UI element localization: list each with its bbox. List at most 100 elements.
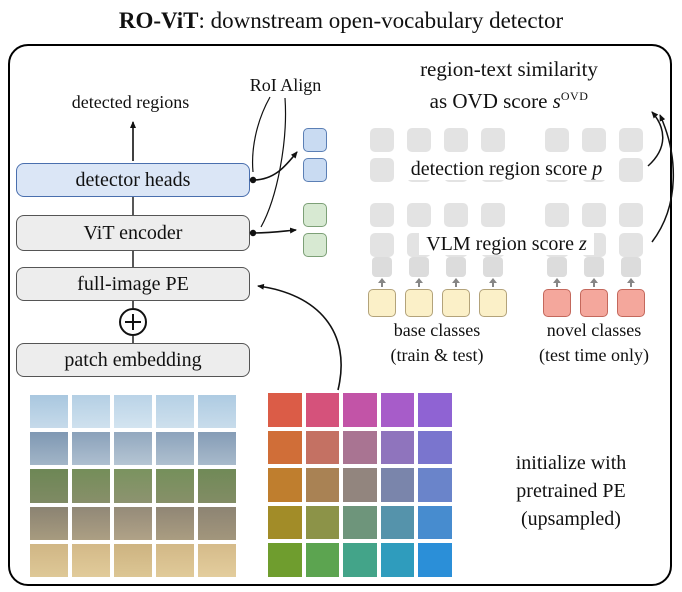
arrow-stem (418, 283, 420, 287)
base-class-square (442, 289, 470, 317)
pe-cell (268, 543, 302, 577)
up-arrow-icon (553, 278, 561, 288)
positional-embedding-grid (268, 393, 452, 577)
image-patch-cell (198, 543, 236, 577)
figure-title-rest: : downstream open-vocabulary detector (198, 8, 564, 33)
ovd-score-caption-line1: region-text similarity (420, 57, 598, 81)
image-patch-cell (114, 543, 152, 577)
base-class-square (479, 289, 507, 317)
arrow-head (489, 278, 497, 283)
score-token (619, 203, 643, 227)
vlm-score-variable: z (578, 233, 587, 255)
image-patch-cell (72, 395, 110, 429)
pe-cell (305, 393, 340, 427)
up-arrow-icon (452, 278, 460, 288)
image-patch-cell (198, 395, 236, 429)
arrow-stem (630, 283, 632, 287)
image-patch-cell (156, 395, 194, 429)
arrow-head (590, 278, 598, 283)
diagram-frame (8, 44, 672, 586)
text-embedding-token (409, 257, 429, 277)
image-patch-cell (30, 432, 68, 466)
image-patch-cell (72, 432, 110, 466)
novel-classes-label: novel classes (test time only) (539, 320, 649, 365)
score-token (481, 203, 505, 227)
base-class-square (405, 289, 433, 317)
pe-cell (343, 468, 377, 502)
novel-class-square (543, 289, 571, 317)
image-patch-cell (114, 432, 152, 466)
image-patch-cell (72, 543, 110, 577)
detector-heads-label: detector heads (75, 168, 191, 191)
up-arrow-icon (590, 278, 598, 288)
text-embedding-token (584, 257, 604, 277)
vlm-score-matrix: VLM region score z (368, 203, 645, 257)
plus-circle-icon (119, 308, 147, 336)
detection-region-token (303, 158, 327, 182)
pe-cell (268, 393, 302, 427)
base-class-column (479, 257, 507, 317)
pe-cell (418, 543, 452, 577)
up-arrow-icon (627, 278, 635, 288)
score-token (407, 203, 431, 227)
figure-title: RO-ViT: downstream open-vocabulary detec… (0, 6, 682, 36)
score-token (582, 203, 606, 227)
base-classes-label: base classes (train & test) (390, 320, 484, 365)
arrow-stem (593, 283, 595, 287)
base-class-square (368, 289, 396, 317)
full-image-pe-box: full-image PE (16, 267, 250, 301)
detection-score-variable: p (592, 158, 603, 180)
full-image-pe-label: full-image PE (77, 272, 189, 295)
base-class-column (442, 257, 470, 317)
score-token (370, 233, 394, 257)
detection-score-matrix: detection region score p (368, 128, 645, 182)
roi-align-label: RoI Align (249, 75, 322, 95)
score-token (370, 203, 394, 227)
image-patch-cell (198, 469, 236, 503)
novel-class-square (580, 289, 608, 317)
image-patch-cell (30, 543, 68, 577)
detection-score-label: detection region score p (368, 157, 645, 182)
score-token (370, 128, 394, 152)
score-token-row (368, 203, 645, 227)
pe-init-note: initialize with pretrained PE (upsampled… (515, 452, 627, 530)
ovd-score-caption: region-text similarity as OVD score sOVD (368, 56, 650, 115)
text-embedding-token (621, 257, 641, 277)
novel-class-square (617, 289, 645, 317)
pe-cell (380, 505, 415, 540)
pe-cell (305, 505, 340, 540)
text-embedding-token (372, 257, 392, 277)
group-gap (516, 257, 534, 317)
arrow-head (452, 278, 460, 283)
arrow-stem (381, 283, 383, 287)
pe-cell (305, 543, 340, 577)
score-token (619, 128, 643, 152)
vlm-score-label: VLM region score z (368, 232, 645, 257)
novel-class-column (617, 257, 645, 317)
image-patch-cell (114, 469, 152, 503)
score-token-row (368, 128, 645, 152)
ovd-score-superscript: OVD (560, 89, 589, 103)
vit-encoder-box: ViT encoder (16, 215, 250, 251)
score-token (370, 158, 394, 182)
image-patch-cell (72, 506, 110, 540)
pe-cell (305, 430, 340, 465)
pe-cell (418, 505, 452, 540)
pe-cell (268, 430, 302, 465)
vit-encoder-label: ViT encoder (83, 221, 183, 244)
text-embedding-token (446, 257, 466, 277)
up-arrow-icon (489, 278, 497, 288)
image-patch-cell (114, 506, 152, 540)
arrow-head (627, 278, 635, 283)
image-patch-cell (114, 395, 152, 429)
detected-regions-label: detected regions (71, 92, 190, 112)
pe-cell (418, 468, 452, 502)
arrow-head (415, 278, 423, 283)
group-gap (516, 203, 534, 227)
score-token (545, 203, 569, 227)
arrow-head (378, 278, 386, 283)
up-arrow-icon (378, 278, 386, 288)
patch-embedding-label: patch embedding (64, 348, 202, 371)
group-gap (516, 128, 534, 152)
score-token (444, 203, 468, 227)
